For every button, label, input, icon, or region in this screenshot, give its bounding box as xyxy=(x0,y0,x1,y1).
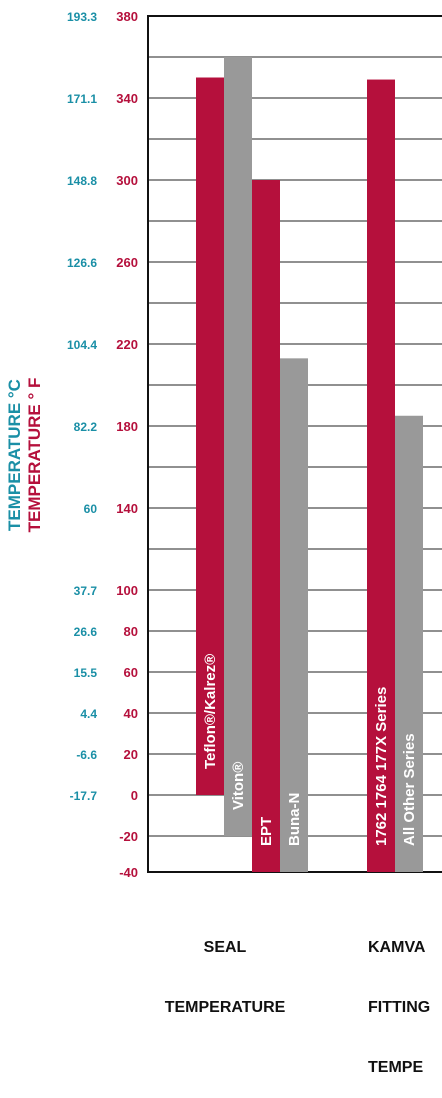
tick-c-4: 104.4 xyxy=(67,338,97,352)
group-label-fitting: KAMVA FITTING TEMPE xyxy=(368,898,430,1098)
bar-label-1-1: All Other Series xyxy=(401,733,418,846)
tick-f-5: 180 xyxy=(116,419,138,434)
y-axis-title-f: TEMPERATURE ° F xyxy=(25,378,44,533)
tick-f-4: 220 xyxy=(116,337,138,352)
bar-0-3 xyxy=(280,358,308,873)
bar-label-0-3: Buna-N xyxy=(286,793,303,846)
bar-label-0-0: Teflon®/Kalrez® xyxy=(202,654,219,769)
tick-f-12: 0 xyxy=(131,788,138,803)
tick-f-9: 60 xyxy=(124,665,138,680)
bar-label-0-1: Viton® xyxy=(230,762,247,810)
bar-label-0-2: EPT xyxy=(258,817,275,846)
bar-0-1 xyxy=(224,57,252,836)
temperature-chart: 380 340 300 260 220 180 140 100 80 60 40 20 0 -20 -40 1… xyxy=(5,9,442,880)
tick-c-9: 15.5 xyxy=(74,666,98,680)
tick-c-2: 148.8 xyxy=(67,174,97,188)
tick-f-6: 140 xyxy=(116,501,138,516)
tick-f-0: 380 xyxy=(116,9,138,24)
tick-f-11: 20 xyxy=(124,747,138,762)
group-label-fitting-line3: TEMPE xyxy=(368,1059,424,1076)
bar-label-1-0: 1762 1764 177X Series xyxy=(373,687,390,846)
tick-c-1: 171.1 xyxy=(67,92,97,106)
group-label-fitting-line2: FITTING xyxy=(368,999,431,1016)
tick-f-13: -20 xyxy=(119,829,138,844)
tick-c-3: 126.6 xyxy=(67,256,97,270)
tick-f-1: 340 xyxy=(116,91,138,106)
tick-f-8: 80 xyxy=(124,624,138,639)
bar-1-1 xyxy=(395,415,423,872)
tick-f-2: 300 xyxy=(116,173,138,188)
tick-f-10: 40 xyxy=(124,706,138,721)
tick-c-6: 60 xyxy=(84,502,98,516)
tick-c-12: -17.7 xyxy=(70,789,98,803)
group-label-seal: SEAL TEMPERATURE xyxy=(135,898,315,1038)
tick-c-8: 26.6 xyxy=(74,625,98,639)
group-label-seal-line2: TEMPERATURE xyxy=(164,999,286,1016)
group-label-seal-line1: SEAL xyxy=(203,939,247,956)
group-label-fitting-line1: KAMVA xyxy=(368,939,426,956)
tick-f-7: 100 xyxy=(116,583,138,598)
bar-0-0 xyxy=(196,77,224,795)
tick-c-0: 193.3 xyxy=(67,10,97,24)
tick-c-5: 82.2 xyxy=(74,420,98,434)
y-axis-title-c: TEMPERATURE °C xyxy=(5,379,24,531)
tick-f-14: -40 xyxy=(119,865,138,880)
bar-1-0 xyxy=(367,79,395,873)
bar-0-2 xyxy=(252,180,280,872)
tick-f-3: 260 xyxy=(116,255,138,270)
tick-c-7: 37.7 xyxy=(74,584,98,598)
tick-c-11: -6.6 xyxy=(76,748,97,762)
tick-c-10: 4.4 xyxy=(80,707,97,721)
